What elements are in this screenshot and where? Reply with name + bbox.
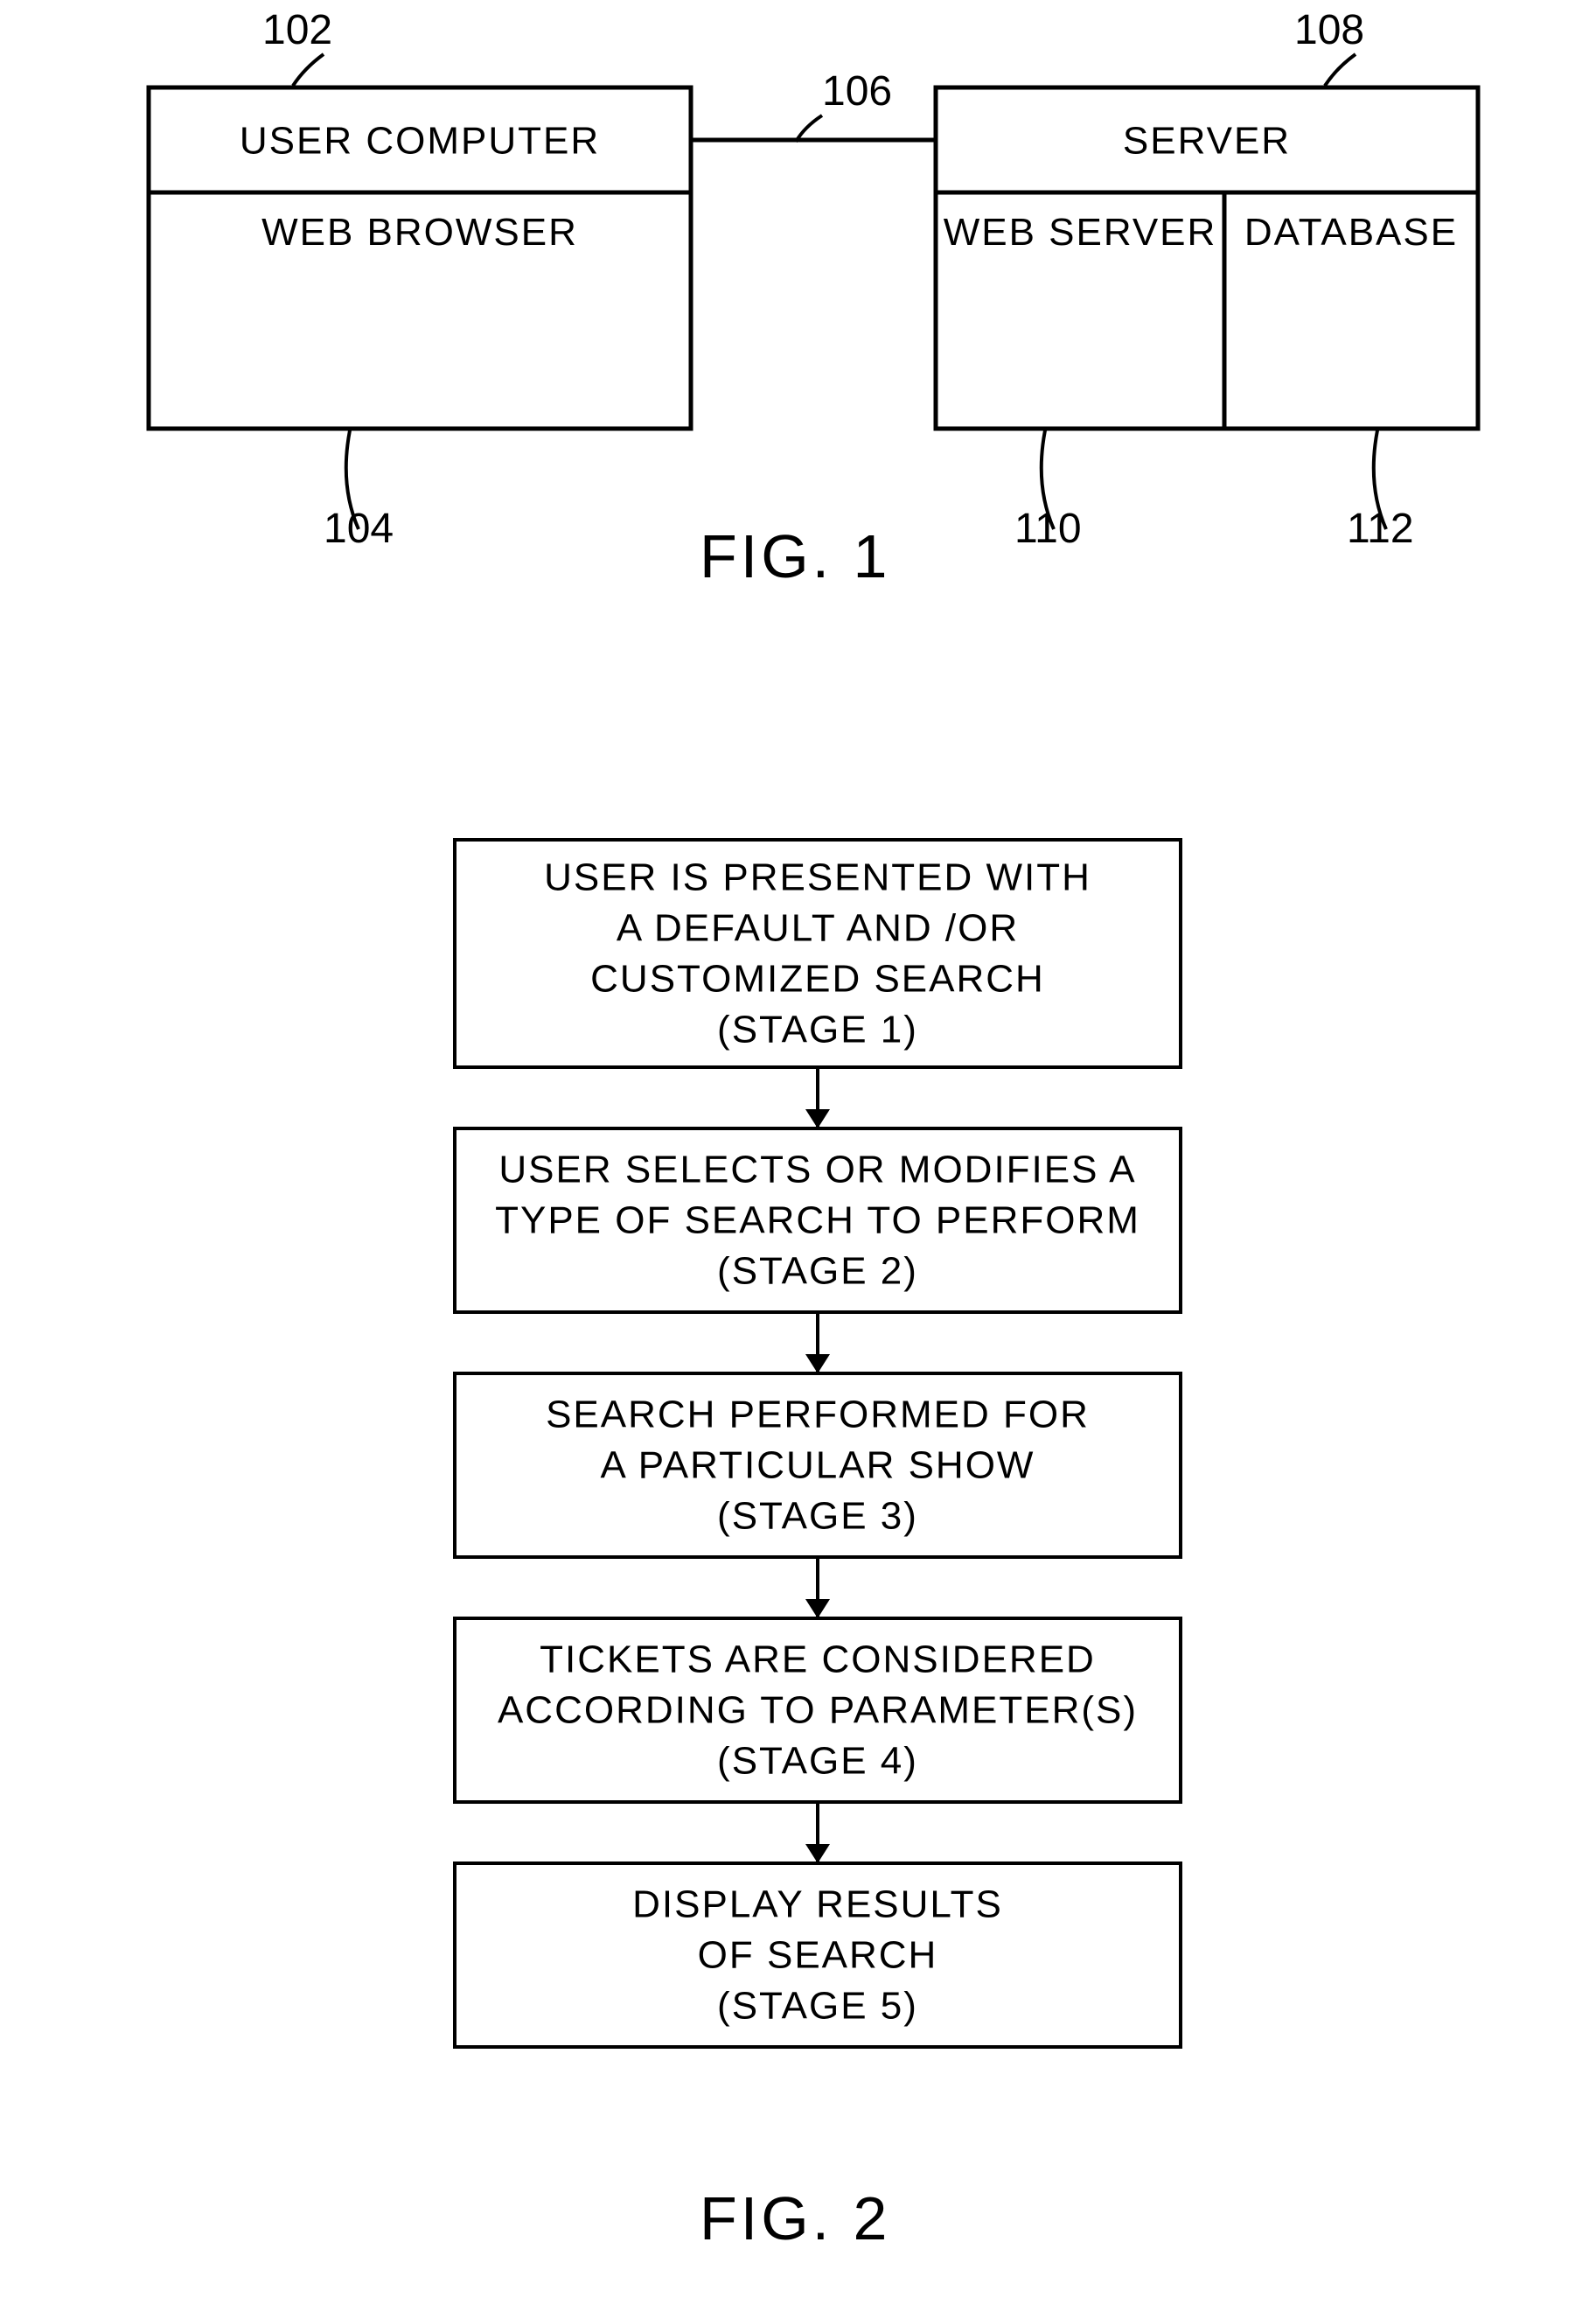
refnum-102: 102 bbox=[262, 7, 332, 53]
diagram-text: USER SELECTS OR MODIFIES A bbox=[498, 1149, 1136, 1191]
label-web-server: WEB SERVER bbox=[944, 211, 1217, 254]
label-web-browser: WEB BROWSER bbox=[261, 211, 578, 254]
diagram-text: USER IS PRESENTED WITH bbox=[544, 856, 1091, 899]
label-database: DATABASE bbox=[1244, 211, 1458, 254]
refnum-106: 106 bbox=[822, 68, 892, 115]
refnum-108: 108 bbox=[1294, 7, 1364, 53]
diagram-text: OF SEARCH bbox=[698, 1934, 938, 1977]
diagram-text: (STAGE 5) bbox=[717, 1985, 918, 2028]
label-server: SERVER bbox=[1123, 119, 1291, 162]
diagram-text: A PARTICULAR SHOW bbox=[601, 1444, 1035, 1487]
diagram-text: ACCORDING TO PARAMETER(S) bbox=[498, 1689, 1138, 1732]
diagram-polygon bbox=[805, 1354, 830, 1373]
diagram-polygon bbox=[805, 1109, 830, 1128]
diagram-polygon bbox=[805, 1844, 830, 1863]
label-user-computer: USER COMPUTER bbox=[240, 119, 600, 162]
diagram-path bbox=[1325, 54, 1356, 86]
diagram-text: CUSTOMIZED SEARCH bbox=[590, 958, 1045, 1001]
diagram-text: (STAGE 1) bbox=[717, 1009, 918, 1051]
diagram-text: (STAGE 2) bbox=[717, 1250, 918, 1293]
diagram-text: SEARCH PERFORMED FOR bbox=[546, 1393, 1090, 1436]
diagram-path bbox=[293, 54, 324, 86]
diagram-text: DISPLAY RESULTS bbox=[632, 1883, 1003, 1926]
fig2-title: FIG. 2 bbox=[700, 2184, 890, 2253]
diagram-text: TYPE OF SEARCH TO PERFORM bbox=[495, 1199, 1140, 1242]
diagram-polygon bbox=[805, 1599, 830, 1618]
diagram-text: (STAGE 4) bbox=[717, 1740, 918, 1783]
diagram-text: TICKETS ARE CONSIDERED bbox=[540, 1638, 1096, 1681]
fig1-title: FIG. 1 bbox=[700, 522, 890, 590]
diagram-text: (STAGE 3) bbox=[717, 1495, 918, 1538]
diagram-text: A DEFAULT AND /OR bbox=[617, 907, 1019, 950]
